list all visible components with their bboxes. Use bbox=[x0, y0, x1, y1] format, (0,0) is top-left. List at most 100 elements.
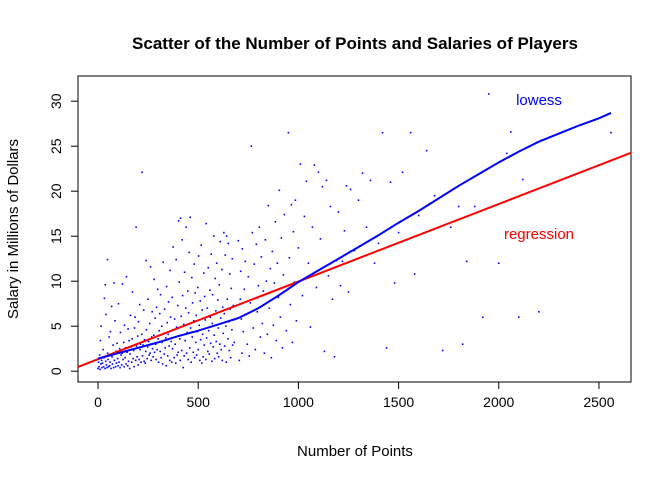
data-point bbox=[253, 263, 256, 265]
data-point bbox=[178, 281, 180, 283]
data-point bbox=[210, 253, 213, 255]
data-point bbox=[163, 353, 165, 355]
data-point bbox=[187, 311, 190, 314]
data-point bbox=[449, 226, 452, 228]
data-point bbox=[168, 345, 170, 347]
data-point bbox=[465, 260, 468, 263]
data-point bbox=[153, 351, 156, 354]
data-point bbox=[199, 359, 201, 362]
data-point bbox=[246, 343, 249, 345]
data-point bbox=[517, 316, 520, 318]
data-point bbox=[254, 348, 257, 351]
data-point bbox=[385, 347, 388, 349]
data-point bbox=[223, 312, 226, 315]
data-point bbox=[233, 341, 236, 344]
y-tick-label: 20 bbox=[48, 183, 64, 199]
data-point bbox=[167, 301, 170, 303]
data-point bbox=[174, 343, 176, 345]
x-tick-label: 0 bbox=[94, 394, 102, 410]
data-point bbox=[295, 320, 298, 322]
data-point bbox=[201, 309, 204, 311]
data-point bbox=[118, 361, 120, 363]
data-point bbox=[120, 364, 123, 366]
data-point bbox=[178, 338, 181, 340]
data-point bbox=[143, 338, 146, 341]
data-point bbox=[168, 359, 171, 362]
data-point bbox=[244, 260, 247, 263]
data-point bbox=[272, 324, 275, 327]
data-point bbox=[204, 319, 207, 321]
data-point bbox=[97, 367, 99, 370]
data-point bbox=[270, 356, 273, 359]
data-point bbox=[195, 354, 198, 356]
data-point bbox=[248, 355, 251, 357]
data-point bbox=[198, 324, 201, 327]
data-point bbox=[185, 226, 187, 228]
data-point bbox=[170, 340, 172, 343]
data-point bbox=[305, 180, 308, 183]
data-point bbox=[289, 303, 292, 306]
data-point bbox=[165, 285, 168, 288]
data-point bbox=[291, 341, 294, 344]
data-point bbox=[259, 336, 262, 338]
data-point bbox=[99, 339, 102, 342]
data-point bbox=[240, 318, 243, 320]
data-point bbox=[269, 267, 272, 270]
data-point bbox=[141, 355, 144, 357]
data-point bbox=[522, 178, 524, 181]
data-point bbox=[194, 292, 197, 294]
data-point bbox=[393, 282, 396, 284]
data-point bbox=[134, 359, 137, 362]
regression-label: regression bbox=[504, 226, 574, 243]
data-point bbox=[241, 248, 244, 250]
data-point bbox=[143, 360, 145, 363]
data-point bbox=[266, 333, 269, 336]
data-point bbox=[389, 181, 392, 183]
data-point bbox=[193, 356, 196, 359]
data-point bbox=[177, 220, 180, 222]
data-point bbox=[135, 345, 138, 347]
data-point bbox=[151, 311, 153, 313]
data-point bbox=[260, 256, 263, 258]
data-point bbox=[373, 262, 376, 264]
data-point bbox=[172, 246, 174, 248]
data-point bbox=[159, 293, 162, 296]
data-point bbox=[341, 260, 344, 263]
data-point bbox=[174, 362, 177, 364]
data-point bbox=[155, 306, 158, 309]
data-point bbox=[268, 307, 271, 309]
data-point bbox=[273, 282, 276, 284]
data-point bbox=[365, 226, 368, 228]
data-point bbox=[99, 368, 101, 371]
data-point bbox=[105, 364, 108, 366]
data-point bbox=[331, 298, 334, 300]
data-point bbox=[215, 340, 218, 343]
data-point bbox=[123, 324, 126, 327]
data-point bbox=[130, 361, 133, 363]
data-point bbox=[224, 254, 227, 256]
data-point bbox=[100, 359, 103, 362]
data-point bbox=[271, 250, 274, 253]
data-point bbox=[223, 231, 225, 234]
data-point bbox=[125, 275, 128, 278]
data-point bbox=[101, 362, 104, 364]
data-point bbox=[610, 131, 612, 134]
data-point bbox=[180, 349, 183, 352]
data-point bbox=[104, 367, 106, 370]
data-point bbox=[140, 333, 143, 336]
data-point bbox=[345, 185, 348, 187]
data-point bbox=[339, 284, 342, 287]
data-point bbox=[221, 306, 224, 309]
data-point bbox=[148, 354, 150, 356]
data-point bbox=[112, 366, 115, 369]
data-point bbox=[133, 327, 136, 329]
data-point bbox=[188, 251, 191, 254]
regression-line bbox=[77, 151, 632, 368]
data-point bbox=[274, 221, 277, 223]
data-point bbox=[347, 291, 350, 293]
data-point bbox=[229, 308, 232, 310]
data-point bbox=[102, 365, 105, 368]
data-point bbox=[140, 361, 142, 363]
data-point bbox=[203, 295, 206, 298]
data-point bbox=[277, 296, 280, 299]
